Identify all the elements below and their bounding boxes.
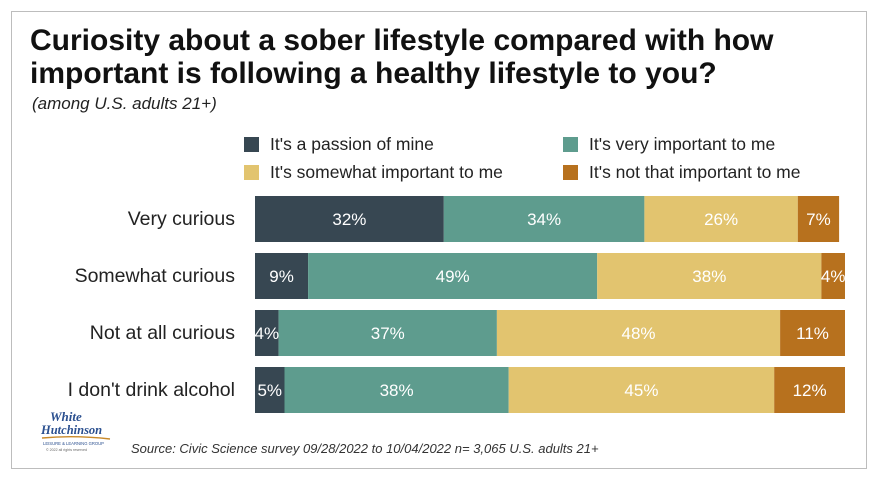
legend-label-very-important: It's very important to me (589, 133, 776, 154)
row-label-somewhat-curious: Somewhat curious (74, 265, 235, 287)
data-label-somewhat-curious-somewhat-important: 38% (692, 267, 726, 286)
row-label-very-curious: Very curious (127, 208, 235, 230)
data-label-not-at-all-curious-not-important: 11% (796, 324, 829, 343)
data-label-dont-drink-very-important: 38% (380, 381, 414, 400)
chart-title: Curiosity about a sober lifestyle compar… (30, 24, 774, 90)
bar-segment-not-at-all-curious-very-important (278, 310, 497, 356)
data-label-very-curious-somewhat-important: 26% (704, 210, 738, 229)
bar-segment-not-at-all-curious-passion (255, 310, 279, 356)
data-label-very-curious-not-important: 7% (806, 210, 831, 229)
bar-segment-very-curious-not-important (797, 196, 840, 242)
legend-item-somewhat-important: It's somewhat important to me (244, 161, 503, 183)
bar-segment-very-curious-passion (255, 196, 444, 242)
legend-item-very-important: It's very important to me (563, 133, 775, 155)
data-label-very-curious-passion: 32% (332, 210, 366, 229)
legend-label-somewhat-important: It's somewhat important to me (270, 161, 503, 182)
bar-segment-somewhat-curious-very-important (308, 253, 598, 299)
data-label-not-at-all-curious-very-important: 37% (371, 324, 405, 343)
legend-swatch-not-important (563, 164, 578, 180)
bar-segment-dont-drink-very-important (284, 367, 509, 413)
logo-swoosh (41, 436, 111, 440)
data-label-not-at-all-curious-passion: 4% (255, 324, 280, 343)
legend-swatch-passion (244, 136, 259, 152)
data-label-not-at-all-curious-somewhat-important: 48% (621, 324, 655, 343)
bar-segment-not-at-all-curious-not-important (780, 310, 845, 356)
data-label-very-curious-very-important: 34% (527, 210, 561, 229)
logo-line2: Hutchinson (40, 423, 102, 437)
legend-swatch-very-important (563, 136, 578, 152)
bar-segment-dont-drink-not-important (774, 367, 845, 413)
data-label-dont-drink-not-important: 12% (793, 381, 827, 400)
logo-line1: White (50, 409, 82, 424)
legend-item-not-important: It's not that important to me (563, 161, 801, 183)
data-label-somewhat-curious-passion: 9% (269, 267, 294, 286)
legend-item-passion: It's a passion of mine (244, 133, 434, 155)
bar-segment-very-curious-somewhat-important (644, 196, 798, 242)
bar-segment-dont-drink-somewhat-important (508, 367, 775, 413)
white-hutchinson-logo: White Hutchinson LEISURE & LEARNING GROU… (40, 409, 111, 452)
legend-swatch-somewhat-important (244, 164, 259, 180)
bar-segment-somewhat-curious-passion (255, 253, 309, 299)
chart-subtitle: (among U.S. adults 21+) (32, 94, 217, 113)
bar-segment-very-curious-very-important (443, 196, 645, 242)
bar-segment-dont-drink-passion (255, 367, 285, 413)
row-label-not-at-all-curious: Not at all curious (89, 322, 235, 344)
row-label-dont-drink: I don't drink alcohol (67, 379, 235, 401)
data-label-dont-drink-passion: 5% (257, 381, 282, 400)
bar-segment-somewhat-curious-not-important (821, 253, 845, 299)
legend-label-not-important: It's not that important to me (589, 161, 801, 182)
logo-line4: © 2022 all rights reserved (46, 448, 87, 452)
logo-line3: LEISURE & LEARNING GROUP (43, 441, 104, 446)
data-label-somewhat-curious-not-important: 4% (821, 267, 846, 286)
data-label-somewhat-curious-very-important: 49% (436, 267, 470, 286)
bar-segment-somewhat-curious-somewhat-important (597, 253, 822, 299)
source-note: Source: Civic Science survey 09/28/2022 … (131, 441, 599, 456)
legend-label-passion: It's a passion of mine (270, 133, 434, 154)
bar-segment-not-at-all-curious-somewhat-important (496, 310, 781, 356)
data-label-dont-drink-somewhat-important: 45% (624, 381, 658, 400)
